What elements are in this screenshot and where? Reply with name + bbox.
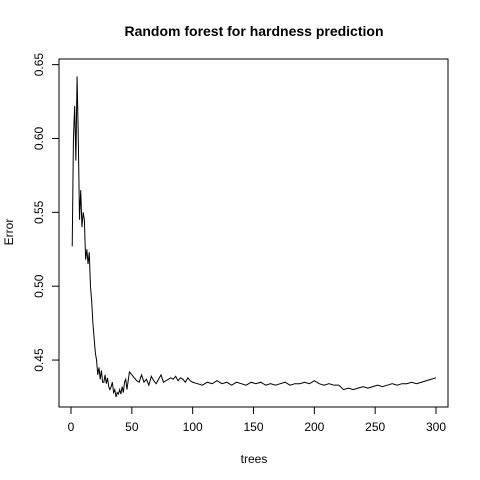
x-axis-label: trees bbox=[241, 452, 268, 466]
x-axis-ticks: 0 50 100 150 200 250 300 bbox=[68, 407, 446, 434]
plot-frame bbox=[58, 58, 449, 408]
y-axis-ticks: 0.45 0.50 0.55 0.60 0.65 bbox=[32, 53, 59, 372]
y-tick-label: 0.45 bbox=[32, 348, 46, 372]
y-tick-label: 0.65 bbox=[32, 53, 46, 77]
x-tick-label: 200 bbox=[304, 420, 324, 434]
error-series-line bbox=[71, 76, 437, 398]
x-tick-label: 0 bbox=[68, 420, 75, 434]
y-tick-label: 0.50 bbox=[32, 274, 46, 298]
x-tick-label: 300 bbox=[426, 420, 446, 434]
chart-title: Random forest for hardness prediction bbox=[124, 23, 383, 39]
x-tick-label: 250 bbox=[365, 420, 385, 434]
x-tick-label: 50 bbox=[125, 420, 139, 434]
y-axis-label: Error bbox=[2, 219, 16, 246]
y-tick-label: 0.55 bbox=[32, 200, 46, 224]
y-tick-label: 0.60 bbox=[32, 126, 46, 150]
x-tick-label: 150 bbox=[243, 420, 263, 434]
x-tick-label: 100 bbox=[183, 420, 203, 434]
